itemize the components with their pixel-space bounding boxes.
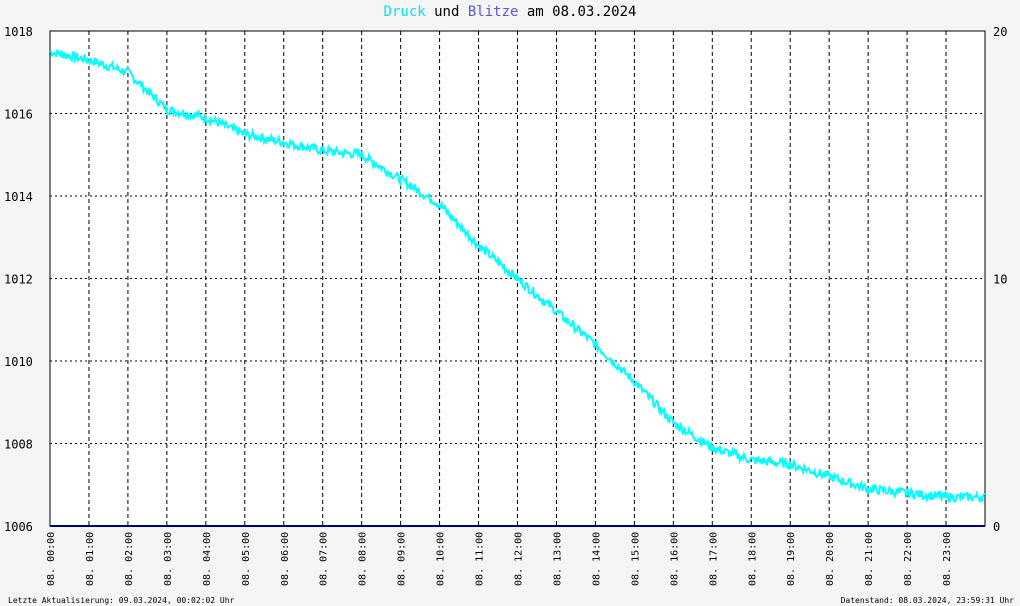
x-tick-label: 08. 09:00 <box>397 532 408 586</box>
x-tick-label: 08. 19:00 <box>786 532 797 586</box>
x-tick-label: 08. 08:00 <box>358 532 369 586</box>
x-tick-label: 08. 07:00 <box>319 532 330 586</box>
y-left-tick-label: 1014 <box>4 190 33 204</box>
x-tick-label: 08. 12:00 <box>514 532 525 586</box>
y-right-tick-label: 10 <box>993 273 1007 287</box>
x-tick-label: 08. 03:00 <box>163 532 174 586</box>
x-tick-label: 08. 01:00 <box>85 532 96 586</box>
title-und: und <box>425 4 468 20</box>
x-tick-label: 08. 05:00 <box>241 532 252 586</box>
chart-title: Druck und Blitze am 08.03.2024 <box>0 4 1020 20</box>
y-right-tick-label: 0 <box>993 520 1000 534</box>
x-tick-label: 08. 04:00 <box>202 532 213 586</box>
x-tick-label: 08. 21:00 <box>864 532 875 586</box>
x-tick-label: 08. 23:00 <box>942 532 953 586</box>
y-left-tick-label: 1008 <box>4 438 33 452</box>
x-tick-label: 08. 06:00 <box>280 532 291 586</box>
x-tick-label: 08. 02:00 <box>124 532 135 586</box>
x-tick-label: 08. 14:00 <box>591 532 602 586</box>
x-tick-label: 08. 15:00 <box>630 532 641 586</box>
title-blitze: Blitze <box>467 4 519 20</box>
title-druck: Druck <box>383 4 426 20</box>
x-tick-label: 08. 18:00 <box>747 532 758 586</box>
y-left-tick-label: 1012 <box>4 273 33 287</box>
x-tick-label: 08. 22:00 <box>903 532 914 586</box>
series-druck-line <box>49 49 986 504</box>
x-tick-label: 08. 17:00 <box>708 532 719 586</box>
y-left-tick-label: 1018 <box>4 25 33 39</box>
x-tick-label: 08. 11:00 <box>475 532 486 586</box>
x-tick-label: 08. 16:00 <box>669 532 680 586</box>
y-left-tick-label: 1010 <box>4 355 33 369</box>
y-left-tick-label: 1016 <box>4 108 33 122</box>
footer-last-update: Letzte Aktualisierung: 09.03.2024, 00:02… <box>8 596 235 605</box>
y-right-tick-label: 20 <box>993 25 1007 39</box>
title-date: am 08.03.2024 <box>518 4 637 20</box>
x-tick-label: 08. 00:00 <box>46 532 57 586</box>
x-tick-label: 08. 20:00 <box>825 532 836 586</box>
footer-data-status: Datenstand: 08.03.2024, 23:59:31 Uhr <box>840 596 1014 605</box>
x-tick-label: 08. 13:00 <box>552 532 563 586</box>
y-left-tick-label: 1006 <box>4 520 33 534</box>
x-tick-label: 08. 10:00 <box>436 532 447 586</box>
